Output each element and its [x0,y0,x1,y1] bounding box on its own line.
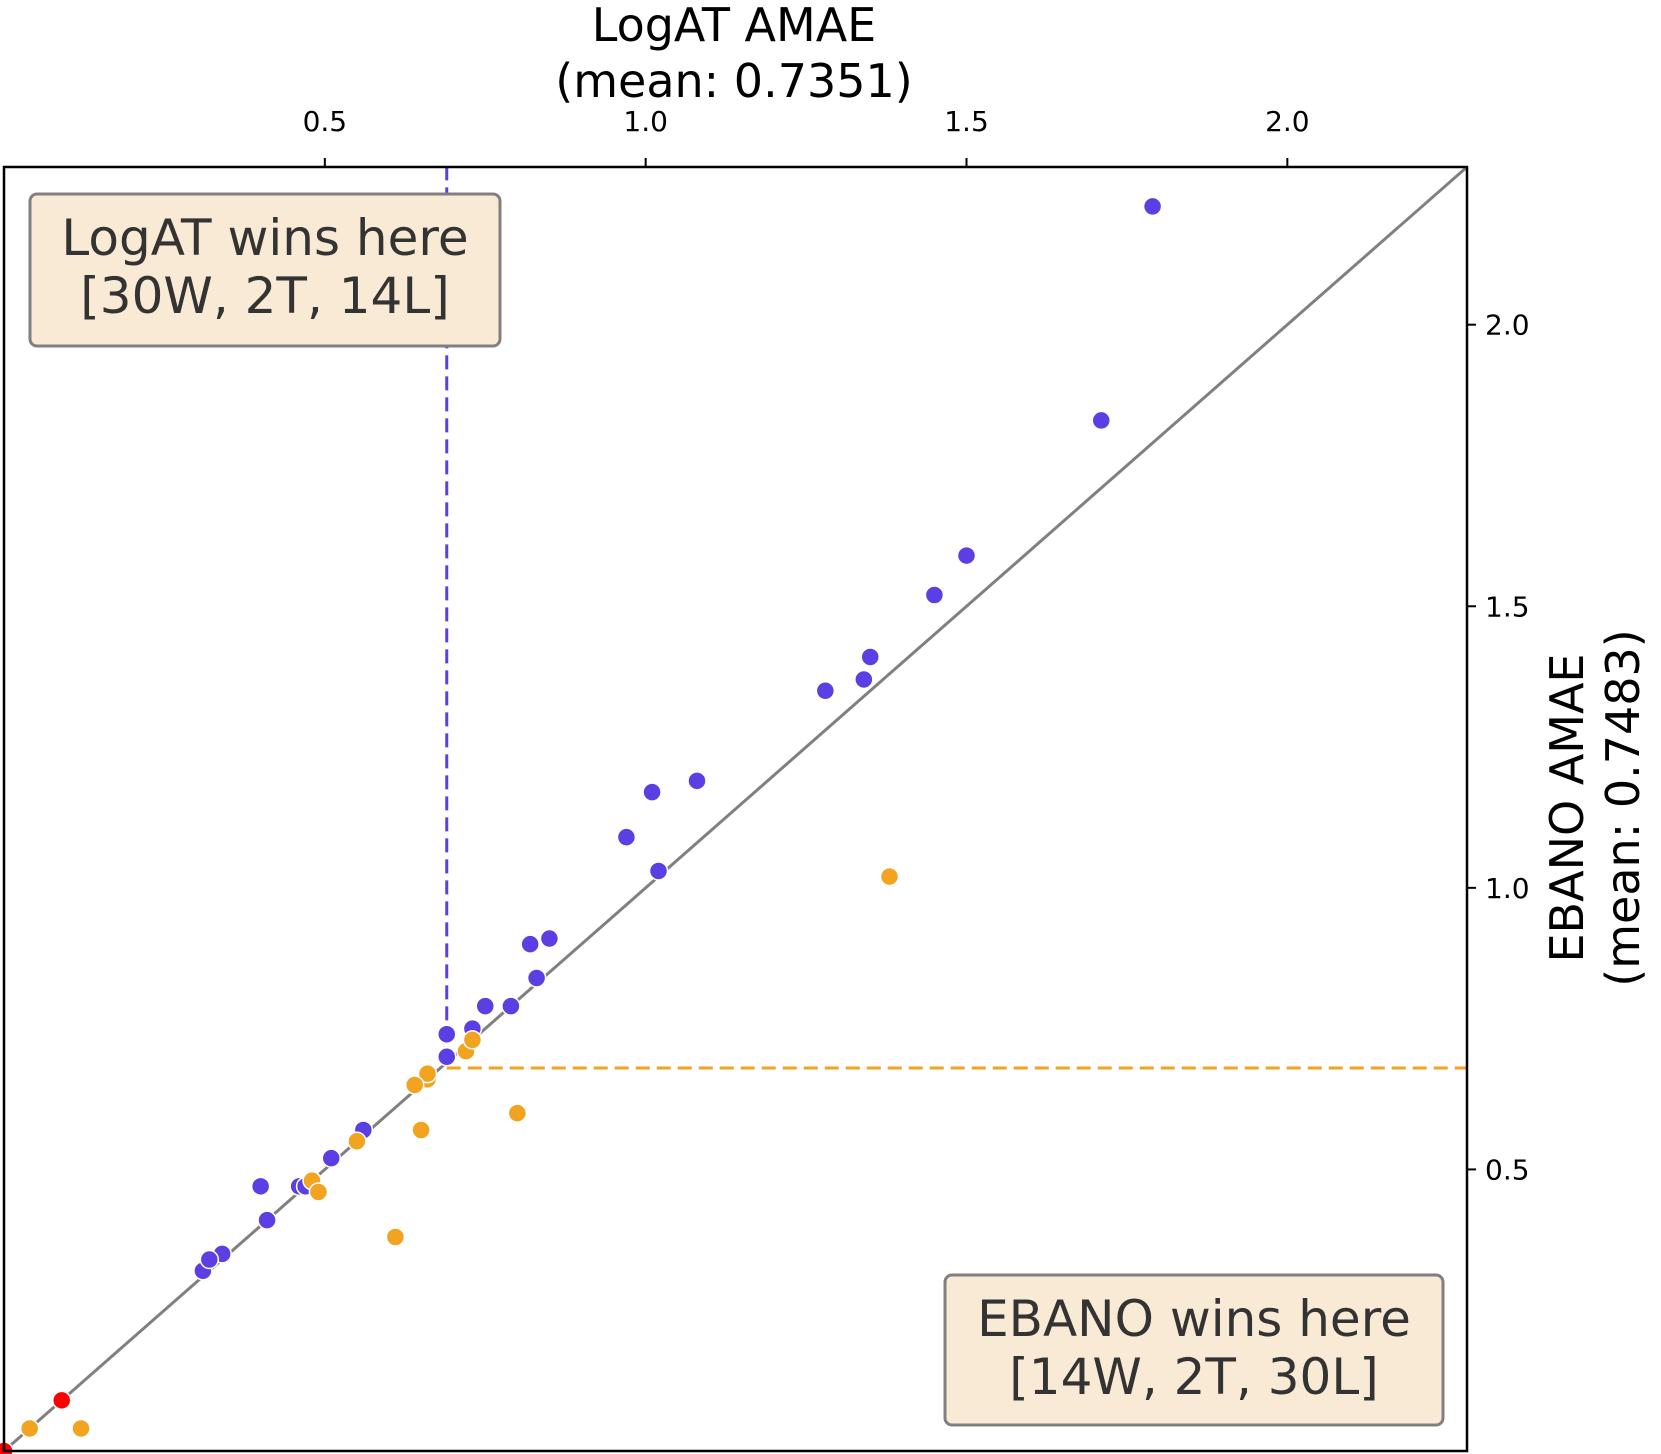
data-point [956,545,977,566]
y-tick-label: 0.5 [1485,1153,1530,1186]
data-point [860,647,880,667]
ebano-wins-box: EBANO wins here [14W, 2T, 30L] [943,1273,1445,1427]
x-axis-ticks: 0.5 1.0 1.5 2.0 [303,105,1310,167]
data-point [642,782,662,802]
data-point [385,1227,406,1247]
x-tick-label: 1.0 [623,105,668,138]
data-point [19,1418,40,1439]
y-axis-title: EBANO AMAE [1540,653,1594,962]
data-point [539,928,560,949]
data-point [404,1075,425,1095]
data-point [648,861,669,881]
plot-frame [2,165,1469,1453]
x-tick-label: 0.5 [303,105,348,138]
logat-wins-label: LogAT wins here [61,209,468,267]
y-tick-label: 2.0 [1485,309,1530,342]
x-tick-label: 2.0 [1265,105,1310,138]
data-point [616,827,637,847]
data-point [462,1030,483,1050]
diagonal-line [3,165,1468,1453]
data-point [257,1210,277,1230]
data-point [308,1182,329,1202]
data-point [71,1418,91,1439]
logat-wins-box: LogAT wins here [30W, 2T, 14L] [28,192,502,348]
data-point [52,1390,72,1411]
data-point [347,1131,367,1152]
data-point [879,866,900,887]
data-point [854,669,874,690]
data-point [526,968,547,988]
data-point [199,1249,220,1270]
x-axis-subtitle: (mean: 0.7351) [555,54,912,108]
y-tick-label: 1.5 [1485,590,1530,623]
x-tick-label: 1.5 [944,105,989,138]
data-point [321,1148,341,1168]
data-point [1091,410,1111,431]
y-axis-subtitle: (mean: 0.7483) [1596,629,1650,986]
logat-wins-box-bg [28,192,502,348]
logat-wins-record: [30W, 2T, 14L] [80,267,449,325]
data-point [520,934,540,954]
data-points [0,196,1163,1454]
y-tick-label: 1.0 [1485,872,1530,905]
data-point [250,1176,271,1197]
y-axis-ticks: 0.5 1.0 1.5 2.0 [1467,309,1530,1186]
data-point [501,996,521,1016]
data-point [417,1063,438,1084]
data-point [1142,196,1163,217]
data-point [687,771,707,791]
data-point [507,1103,528,1123]
x-axis-title: LogAT AMAE [592,0,876,52]
data-point [815,680,836,701]
ebano-wins-box-bg [943,1273,1445,1427]
data-point [475,996,495,1016]
data-point [437,1024,457,1045]
ebano-wins-label: EBANO wins here [977,1290,1411,1348]
data-point [411,1120,431,1140]
ebano-wins-record: [14W, 2T, 30L] [1009,1348,1378,1406]
data-point [924,585,945,605]
y-axis-title-group: EBANO AMAE (mean: 0.7483) [1540,629,1650,986]
data-point [437,1047,457,1067]
